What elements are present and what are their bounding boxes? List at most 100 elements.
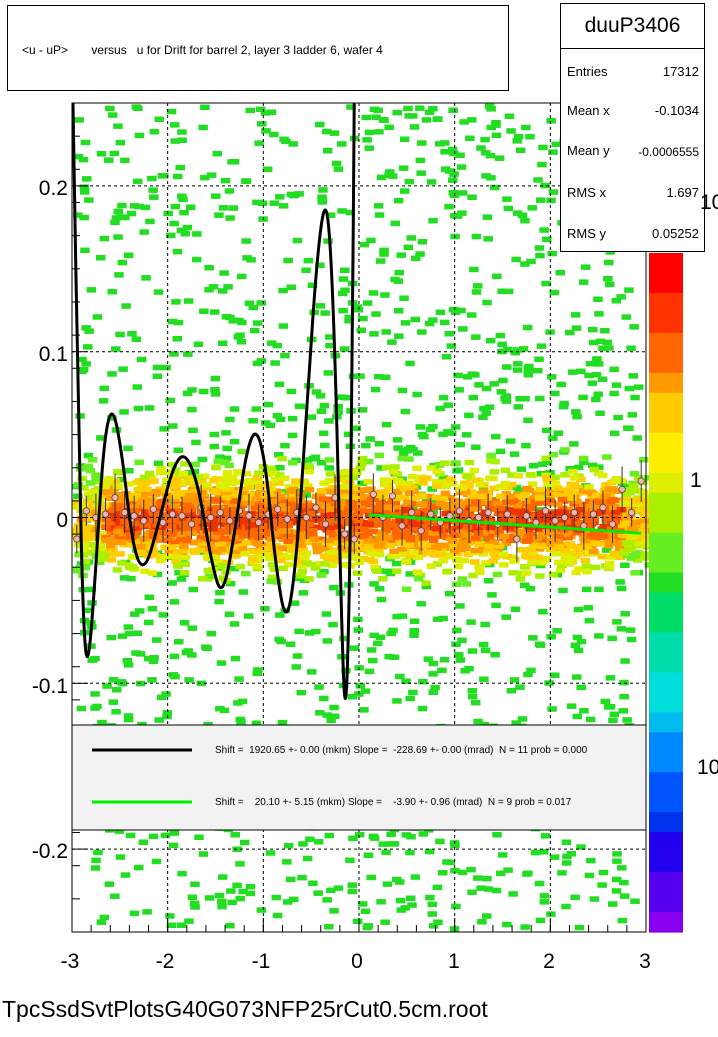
histogram-cell: [210, 387, 220, 393]
profile-point: [618, 485, 626, 493]
histogram-cell: [346, 104, 356, 110]
histogram-cell: [462, 374, 473, 380]
histogram-cell: [373, 203, 384, 209]
histogram-cell: [147, 677, 157, 683]
histogram-cell: [326, 887, 336, 894]
histogram-cell: [227, 514, 237, 521]
histogram-cell: [470, 559, 480, 565]
histogram-cell: [104, 881, 115, 887]
histogram-cell: [457, 576, 468, 582]
histogram-cell: [489, 381, 499, 387]
histogram-cell: [171, 558, 181, 564]
histogram-cell: [619, 693, 629, 700]
histogram-cell: [232, 846, 242, 852]
histogram-cell: [408, 113, 418, 119]
histogram-cell: [456, 529, 466, 535]
histogram-cell: [537, 560, 547, 566]
histogram-cell: [170, 520, 181, 526]
histogram-cell: [625, 627, 636, 633]
histogram-cell: [128, 564, 138, 570]
histogram-cell: [560, 447, 570, 453]
histogram-cell: [390, 220, 400, 227]
histogram-cell: [134, 459, 144, 466]
histogram-cell: [515, 147, 526, 153]
histogram-cell: [513, 361, 523, 367]
histogram-cell: [318, 187, 328, 193]
histogram-cell: [405, 536, 416, 543]
histogram-cell: [304, 487, 315, 493]
histogram-cell: [406, 552, 416, 559]
histogram-cell: [179, 209, 189, 216]
profile-point: [245, 512, 253, 520]
histogram-cell: [123, 252, 134, 258]
histogram-cell: [324, 465, 334, 471]
histogram-cell: [476, 493, 487, 500]
histogram-cell: [498, 551, 508, 557]
histogram-cell: [543, 520, 553, 526]
histogram-cell: [86, 586, 97, 593]
histogram-cell: [401, 586, 412, 592]
histogram-cell: [268, 515, 278, 522]
histogram-cell: [268, 523, 279, 529]
histogram-cell: [550, 474, 560, 481]
histogram-cell: [225, 922, 235, 929]
histogram-cell: [186, 204, 196, 210]
histogram-cell: [179, 620, 190, 626]
histogram-cell: [353, 517, 363, 524]
histogram-cell: [409, 495, 420, 501]
histogram-cell: [80, 247, 90, 254]
histogram-cell: [147, 570, 158, 576]
histogram-cell: [222, 473, 233, 479]
histogram-cell: [292, 502, 303, 509]
histogram-cell: [156, 694, 167, 701]
histogram-cell: [607, 526, 617, 532]
histogram-cell: [237, 319, 247, 326]
histogram-cell: [446, 476, 456, 482]
histogram-cell: [520, 261, 530, 267]
histogram-cell: [563, 506, 573, 513]
histogram-cell: [218, 516, 228, 523]
histogram-cell: [570, 642, 581, 648]
histogram-cell: [422, 510, 432, 517]
histogram-cell: [459, 534, 469, 541]
histogram-cell: [343, 562, 353, 568]
x-tick-label: 1: [448, 950, 460, 973]
histogram-cell: [450, 309, 461, 315]
histogram-cell: [376, 899, 386, 905]
histogram-cell: [332, 550, 342, 557]
histogram-cell: [446, 430, 457, 436]
histogram-cell: [559, 400, 569, 407]
histogram-cell: [161, 553, 171, 560]
histogram-cell: [496, 870, 506, 877]
histogram-cell: [282, 859, 292, 865]
histogram-cell: [550, 672, 560, 678]
histogram-cell: [416, 601, 426, 607]
histogram-cell: [449, 150, 459, 157]
histogram-cell: [608, 901, 618, 907]
histogram-cell: [439, 460, 450, 466]
histogram-cell: [576, 684, 586, 691]
histogram-cell: [156, 498, 167, 505]
histogram-cell: [127, 501, 137, 507]
histogram-cell: [491, 602, 501, 609]
histogram-cell: [110, 893, 120, 899]
histogram-cell: [151, 524, 161, 531]
histogram-cell: [471, 289, 482, 295]
histogram-cell: [455, 504, 466, 510]
histogram-cell: [112, 483, 123, 489]
histogram-cell: [315, 393, 326, 399]
histogram-cell: [341, 493, 351, 500]
histogram-cell: [339, 488, 349, 495]
histogram-cell: [595, 410, 605, 416]
histogram-cell: [502, 364, 512, 370]
histogram-cell: [503, 346, 513, 353]
histogram-cell: [146, 497, 156, 504]
histogram-cell: [172, 336, 182, 342]
histogram-cell: [214, 598, 224, 605]
histogram-cell: [172, 553, 182, 560]
histogram-cell: [617, 917, 628, 924]
histogram-cell: [431, 525, 442, 532]
histogram-cell: [354, 831, 365, 838]
histogram-cell: [433, 480, 444, 487]
histogram-cell: [508, 891, 518, 897]
